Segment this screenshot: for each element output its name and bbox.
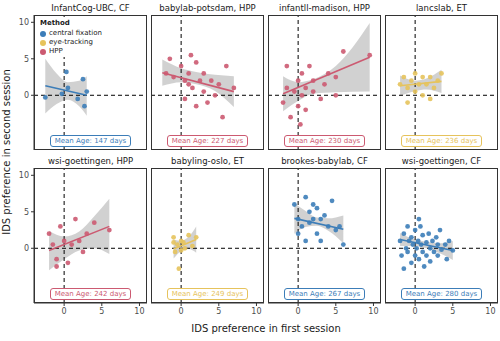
- svg-text:0: 0: [24, 91, 29, 100]
- svg-text:10: 10: [368, 307, 378, 316]
- svg-text:0: 0: [179, 307, 184, 316]
- svg-text:10: 10: [19, 18, 29, 27]
- html-text:babylab-potsdam, HPP: babylab-potsdam, HPP: [159, 3, 256, 13]
- svg-text:0: 0: [62, 307, 67, 316]
- svg-text:5: 5: [99, 307, 104, 316]
- html-text:Mean Age: 236 days: Mean Age: 236 days: [405, 137, 478, 145]
- svg-text:0: 0: [24, 244, 29, 253]
- svg-text:5: 5: [24, 208, 29, 217]
- html-text:brookes-babylab, CF: brookes-babylab, CF: [281, 156, 368, 166]
- html-text:Mean Age: 230 days: Mean Age: 230 days: [288, 137, 361, 145]
- html-text:InfantCog-UBC, CF: InfantCog-UBC, CF: [51, 3, 130, 13]
- svg-text:10: 10: [251, 307, 261, 316]
- svg-text:10: 10: [19, 171, 29, 180]
- html-text:Mean Age: 267 days: Mean Age: 267 days: [288, 290, 361, 298]
- html-text:Mean Age: 227 days: Mean Age: 227 days: [171, 137, 244, 145]
- html-text:HPP: HPP: [49, 47, 63, 55]
- svg-text:10: 10: [485, 307, 492, 316]
- html-text:IDS preference in second sessi: IDS preference in second session: [1, 69, 12, 235]
- svg-text:10: 10: [134, 307, 144, 316]
- svg-text:5: 5: [333, 307, 338, 316]
- html-text:IDS preference in first sessio: IDS preference in first session: [191, 323, 341, 334]
- svg-text:5: 5: [450, 307, 455, 316]
- svg-text:5: 5: [216, 307, 221, 316]
- html-text:Mean Age: 280 days: Mean Age: 280 days: [405, 290, 478, 298]
- html-text:central fixation: central fixation: [49, 29, 102, 37]
- html-text:Mean Age: 242 days: Mean Age: 242 days: [54, 290, 127, 298]
- svg-text:0: 0: [296, 307, 301, 316]
- html-text:wsi-goettingen, HPP: wsi-goettingen, HPP: [47, 156, 133, 166]
- html-text:lancslab, ET: lancslab, ET: [416, 3, 467, 13]
- html-text:eye-tracking: eye-tracking: [49, 38, 93, 46]
- html-text:infantll-madison, HPP: infantll-madison, HPP: [279, 3, 370, 13]
- html-text:Mean Age: 147 days: Mean Age: 147 days: [54, 137, 127, 145]
- svg-text:0: 0: [413, 307, 418, 316]
- html-text:Mean Age: 249 days: Mean Age: 249 days: [171, 290, 244, 298]
- html-text:babyling-oslo, ET: babyling-oslo, ET: [171, 156, 244, 166]
- html-text:Method: Method: [40, 19, 70, 27]
- html-text:wsi-goettingen, CF: wsi-goettingen, CF: [401, 156, 482, 166]
- svg-text:5: 5: [24, 55, 29, 64]
